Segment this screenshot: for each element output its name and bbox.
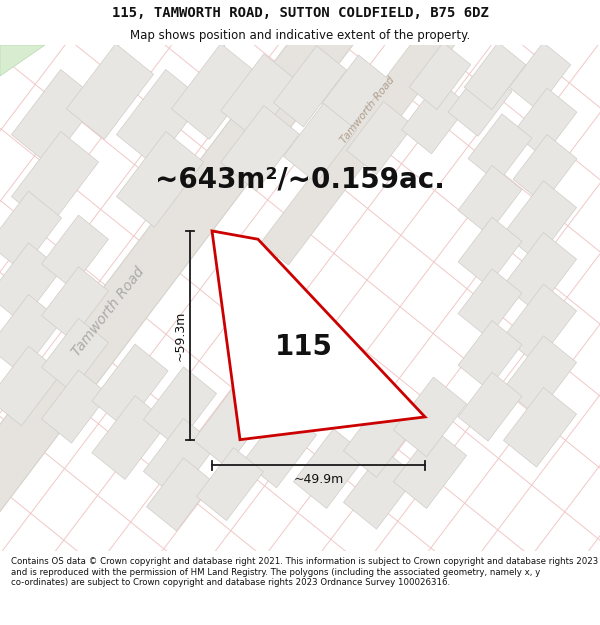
- Text: Tamworth Road: Tamworth Road: [69, 264, 147, 359]
- Text: Contains OS data © Crown copyright and database right 2021. This information is : Contains OS data © Crown copyright and d…: [11, 557, 598, 587]
- Text: 115, TAMWORTH ROAD, SUTTON COLDFIELD, B75 6DZ: 115, TAMWORTH ROAD, SUTTON COLDFIELD, B7…: [112, 6, 488, 19]
- Text: ~49.9m: ~49.9m: [293, 474, 344, 486]
- Polygon shape: [513, 88, 577, 157]
- Polygon shape: [11, 69, 98, 165]
- Polygon shape: [197, 448, 263, 521]
- Polygon shape: [458, 217, 522, 286]
- Polygon shape: [513, 134, 577, 204]
- Polygon shape: [41, 319, 109, 391]
- Polygon shape: [244, 408, 317, 488]
- Polygon shape: [458, 166, 522, 234]
- Text: Tamworth Road: Tamworth Road: [339, 75, 397, 145]
- Polygon shape: [401, 81, 469, 154]
- Polygon shape: [221, 106, 299, 191]
- Polygon shape: [41, 267, 109, 340]
- Polygon shape: [92, 396, 168, 479]
- Text: ~59.3m: ~59.3m: [173, 310, 187, 361]
- Polygon shape: [143, 367, 217, 446]
- Text: 115: 115: [275, 333, 333, 361]
- Polygon shape: [11, 131, 98, 227]
- Polygon shape: [0, 8, 356, 625]
- Polygon shape: [343, 398, 416, 478]
- Text: Map shows position and indicative extent of the property.: Map shows position and indicative extent…: [130, 29, 470, 42]
- Polygon shape: [0, 45, 45, 76]
- Polygon shape: [92, 344, 168, 428]
- Polygon shape: [41, 215, 109, 288]
- Polygon shape: [503, 336, 577, 416]
- Polygon shape: [274, 46, 347, 127]
- Polygon shape: [0, 346, 62, 426]
- Polygon shape: [394, 429, 467, 508]
- Polygon shape: [0, 294, 62, 374]
- Polygon shape: [172, 44, 259, 139]
- Polygon shape: [458, 269, 522, 338]
- Polygon shape: [503, 388, 577, 467]
- Polygon shape: [343, 449, 416, 529]
- Polygon shape: [503, 181, 577, 261]
- Polygon shape: [394, 377, 467, 457]
- Polygon shape: [261, 0, 479, 265]
- Polygon shape: [458, 372, 522, 441]
- Polygon shape: [212, 231, 425, 439]
- Polygon shape: [193, 388, 266, 467]
- Polygon shape: [468, 114, 532, 182]
- Polygon shape: [116, 131, 203, 227]
- Polygon shape: [67, 44, 154, 139]
- Polygon shape: [322, 55, 388, 128]
- Polygon shape: [448, 68, 512, 136]
- Polygon shape: [283, 103, 356, 183]
- Polygon shape: [503, 232, 577, 312]
- Polygon shape: [509, 42, 571, 109]
- Polygon shape: [116, 69, 203, 165]
- Polygon shape: [0, 191, 62, 271]
- Polygon shape: [143, 419, 217, 498]
- Polygon shape: [221, 54, 299, 139]
- Polygon shape: [0, 242, 62, 322]
- Polygon shape: [146, 458, 214, 531]
- Polygon shape: [464, 42, 526, 109]
- Polygon shape: [41, 370, 109, 443]
- Polygon shape: [409, 42, 471, 109]
- Text: ~643m²/~0.159ac.: ~643m²/~0.159ac.: [155, 165, 445, 193]
- Polygon shape: [293, 429, 367, 508]
- Polygon shape: [503, 284, 577, 364]
- Polygon shape: [458, 321, 522, 389]
- Polygon shape: [347, 101, 413, 174]
